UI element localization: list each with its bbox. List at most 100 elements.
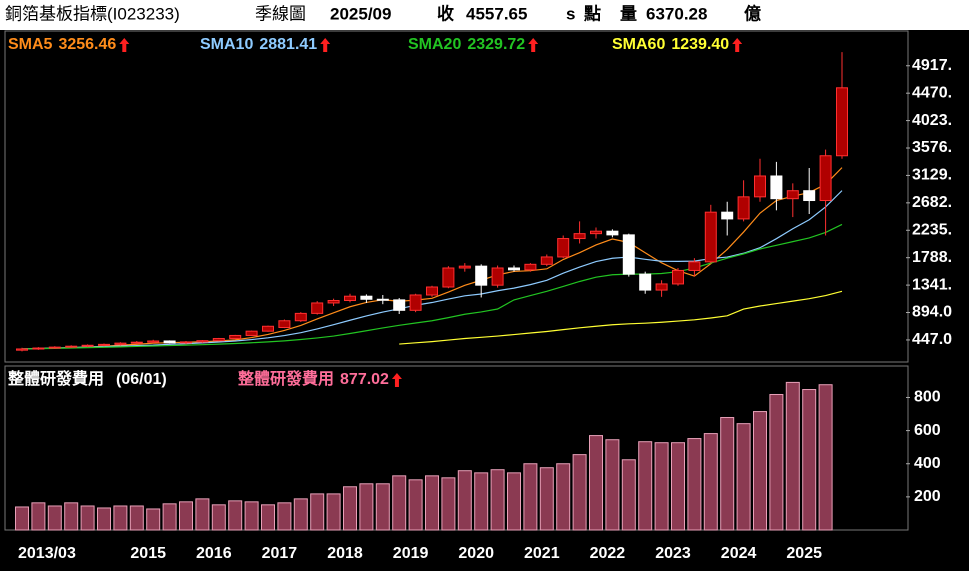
date: 2025/09 xyxy=(330,4,391,23)
bar xyxy=(277,502,292,531)
y-tick-label: 4917. xyxy=(912,57,952,74)
bar xyxy=(31,502,46,531)
candle-body xyxy=(376,298,389,301)
candle-body xyxy=(737,196,750,220)
sma-line xyxy=(21,167,843,350)
candle-body xyxy=(262,325,274,332)
y-tick-label: 600 xyxy=(914,422,941,439)
bar xyxy=(490,469,505,531)
bar xyxy=(211,504,226,531)
bar xyxy=(769,393,784,531)
bar xyxy=(146,508,161,531)
y-tick-label: 2235. xyxy=(912,221,952,238)
bar xyxy=(326,493,341,531)
legend-value: 877.02 xyxy=(340,371,389,388)
candle-body xyxy=(327,300,340,304)
close-unit: 點 xyxy=(583,3,601,23)
candle-body xyxy=(524,263,537,271)
candle-body xyxy=(442,267,455,288)
bar xyxy=(261,504,275,531)
candle-body xyxy=(48,346,61,349)
x-tick-label: 2020 xyxy=(458,545,494,562)
bar xyxy=(703,433,718,531)
legend-name: SMA10 xyxy=(200,36,253,53)
legend-name: SMA5 xyxy=(8,36,53,53)
bar xyxy=(605,439,620,531)
candle-body xyxy=(98,343,110,346)
y-tick-label: 894.0 xyxy=(912,304,952,321)
bar xyxy=(457,470,472,531)
candle-body xyxy=(65,345,78,348)
legend-value: 1239.40 xyxy=(671,36,729,53)
candle-body xyxy=(688,261,701,271)
candle-body xyxy=(622,234,635,275)
bar xyxy=(408,479,423,531)
bar xyxy=(425,475,439,531)
y-tick-label: 400 xyxy=(914,455,941,472)
bar xyxy=(392,475,407,531)
candle-body xyxy=(721,211,734,220)
candle-body xyxy=(196,340,209,343)
candle-body xyxy=(344,295,356,302)
candle-body xyxy=(114,342,127,345)
bar xyxy=(80,505,95,531)
candle-body xyxy=(655,283,668,291)
bar xyxy=(818,384,833,531)
candle-body xyxy=(393,299,406,311)
price-panel xyxy=(4,30,909,363)
candle-body xyxy=(573,233,586,240)
volume-label: 量 xyxy=(620,3,637,23)
bar xyxy=(113,505,128,531)
up-arrow xyxy=(732,38,743,52)
x-tick-label: 2023 xyxy=(655,545,691,562)
flag: s xyxy=(566,4,575,23)
candle-body xyxy=(819,155,832,202)
candle-body xyxy=(278,320,291,328)
candle-body xyxy=(245,330,258,336)
candle-body xyxy=(475,265,488,286)
panel-subtitle: (06/01) xyxy=(116,371,167,388)
x-tick-label: 2025 xyxy=(786,545,822,562)
volume-unit: 億 xyxy=(744,3,761,23)
x-tick-label: 2017 xyxy=(262,545,298,562)
bar xyxy=(441,477,456,531)
candle-body xyxy=(491,267,504,286)
up-arrow xyxy=(320,38,331,52)
candle-body xyxy=(130,341,143,344)
up-arrow xyxy=(391,373,402,387)
candle-body xyxy=(212,338,225,342)
y-tick-label: 1341. xyxy=(912,276,952,293)
bar xyxy=(375,483,390,531)
x-tick-label: 2018 xyxy=(327,545,363,562)
candle-body xyxy=(557,238,570,258)
candle-body xyxy=(180,341,192,344)
bar xyxy=(97,507,111,531)
bar xyxy=(736,423,751,531)
bar xyxy=(671,442,685,531)
candle-body xyxy=(590,230,602,235)
bar xyxy=(343,486,357,531)
candle-body xyxy=(426,286,438,296)
y-tick-label: 1788. xyxy=(912,249,952,266)
up-arrow xyxy=(528,38,539,52)
candle-body xyxy=(409,294,422,311)
y-tick-label: 3576. xyxy=(912,139,952,156)
bar xyxy=(687,438,702,531)
legend-name: 整體研發費用 xyxy=(237,369,334,388)
bar xyxy=(556,463,571,531)
candle-body xyxy=(81,344,94,347)
bar xyxy=(474,472,489,531)
bar xyxy=(507,472,521,531)
bar xyxy=(244,501,259,531)
candle-body xyxy=(311,302,324,314)
bar xyxy=(179,501,193,531)
bar xyxy=(293,498,308,531)
candle-body xyxy=(639,273,652,291)
header-bar xyxy=(0,0,969,30)
bar xyxy=(785,381,800,531)
candle-body xyxy=(754,175,766,198)
rd-panel xyxy=(4,365,909,531)
legend-value: 3256.46 xyxy=(58,36,116,53)
x-tick-label: 2021 xyxy=(524,545,560,562)
